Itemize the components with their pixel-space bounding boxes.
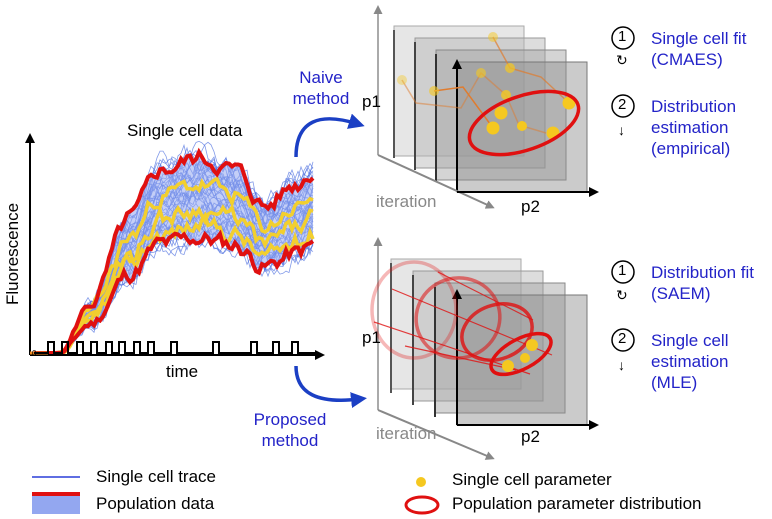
population-distribution-ellipse xyxy=(489,331,553,377)
legend-population-label: Population data xyxy=(96,494,215,513)
legend-ellipse-swatch xyxy=(404,495,440,515)
proposed-step1-text: Distribution fit (SAEM) xyxy=(651,263,754,303)
population-bound-curve xyxy=(34,229,315,356)
proposed-step1-number: 1 xyxy=(618,262,627,279)
proposed-iteration-label: iteration xyxy=(376,424,437,443)
proposed-parameter-space xyxy=(370,237,599,460)
proposed-method-label: Proposed method xyxy=(253,410,327,450)
population-bounds xyxy=(34,147,315,356)
naive-step1-cycle-icon: ↻ xyxy=(616,52,628,68)
step-number-circles xyxy=(611,26,635,352)
quantile-curve xyxy=(34,211,315,355)
legend-trace-label: Single cell trace xyxy=(96,467,217,486)
time-axis-label: time xyxy=(166,362,199,381)
naive-iteration-label: iteration xyxy=(376,192,437,211)
naive-step1-number: 1 xyxy=(618,28,627,45)
quantile-curves xyxy=(34,176,315,356)
single-cell-parameters xyxy=(397,32,576,140)
naive-parameter-space xyxy=(373,5,599,209)
proposed-p2-label: p2 xyxy=(521,427,540,446)
left-panel-title: Single cell data xyxy=(127,121,243,140)
single-cell-estimates xyxy=(502,339,538,372)
proposed-method-arrow xyxy=(294,365,367,409)
naive-step1-text: Single cell fit (CMAES) xyxy=(651,29,747,69)
fluorescence-axis-label: Fluorescence xyxy=(3,202,22,305)
proposed-step2-number: 2 xyxy=(618,330,627,347)
naive-method-arrow xyxy=(294,113,365,158)
legend-band-swatch xyxy=(32,494,80,514)
naive-p1-label: p1 xyxy=(362,92,381,111)
naive-step2-down-icon: ↓ xyxy=(618,122,625,138)
distribution-iterations xyxy=(370,260,553,375)
naive-step2-text: Distribution estimation (empirical) xyxy=(651,97,737,158)
origin-label: 0 xyxy=(32,349,37,358)
input-pulse-train xyxy=(34,341,316,354)
single-cell-plot: 0 xyxy=(25,133,325,360)
proposed-step2-down-icon: ↓ xyxy=(618,357,625,373)
naive-method-label: Naive method xyxy=(292,68,350,108)
legend-parameter-label: Single cell parameter xyxy=(452,470,612,489)
population-distribution-ellipse xyxy=(467,89,581,157)
legend-dot-swatch xyxy=(416,477,426,487)
single-cell-trace xyxy=(34,226,314,354)
proposed-p1-label: p1 xyxy=(362,328,381,347)
proposed-step1-cycle-icon: ↻ xyxy=(616,287,628,303)
population-bound-curve xyxy=(34,147,315,355)
legend-distribution-label: Population parameter distribution xyxy=(452,494,702,513)
naive-step2-number: 2 xyxy=(618,96,627,113)
proposed-step2-text: Single cell estimation (MLE) xyxy=(651,331,729,392)
naive-p2-label: p2 xyxy=(521,197,540,216)
legend-glyphs xyxy=(32,476,440,515)
